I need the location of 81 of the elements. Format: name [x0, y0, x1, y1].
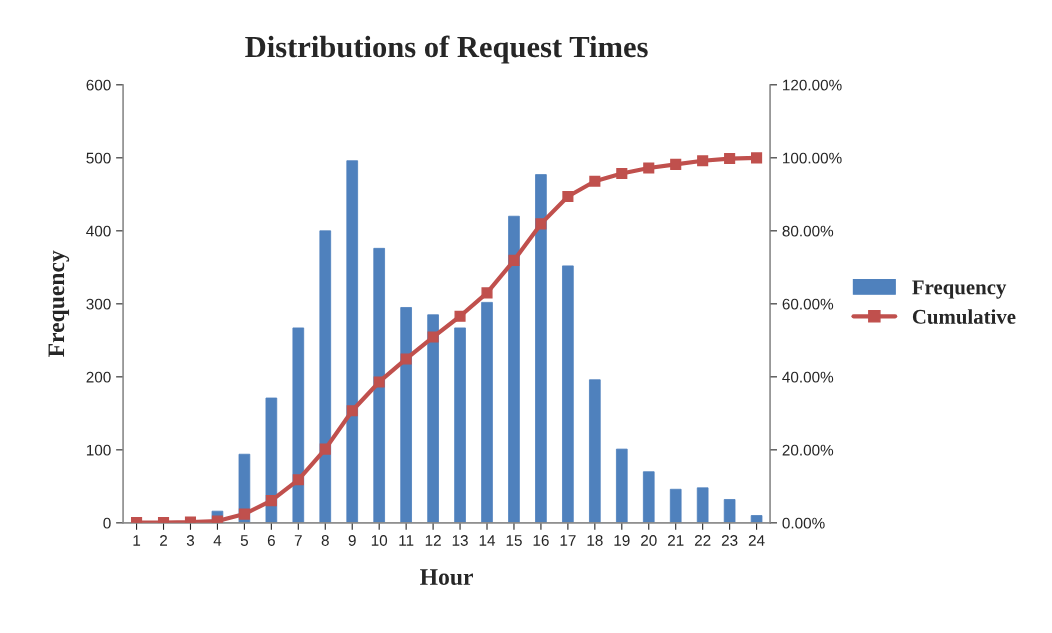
- y2-tick-label: 20.00%: [782, 444, 834, 456]
- x-tick-label: 18: [587, 535, 603, 546]
- x-tick-label: 17: [560, 535, 576, 546]
- y-axis-title: Frequency: [48, 250, 70, 357]
- point: [319, 443, 331, 455]
- x-tick-label: 2: [160, 535, 167, 546]
- x-tick-label: 15: [506, 535, 522, 546]
- point: [616, 167, 628, 180]
- x-tick-label: 5: [240, 535, 248, 546]
- bar: [642, 471, 655, 523]
- point: [481, 287, 493, 299]
- bar: [750, 515, 763, 523]
- bar: [373, 247, 385, 523]
- point: [427, 331, 439, 343]
- x-tick-label: 20: [641, 535, 657, 546]
- y-tick-label: 200: [86, 371, 111, 383]
- x-tick-label: 1: [133, 535, 141, 546]
- point: [697, 155, 709, 167]
- bar: [427, 314, 439, 523]
- x-tick-label: 12: [425, 535, 441, 546]
- x-tick-label: 8: [321, 535, 329, 546]
- y-tick-label: 500: [86, 152, 111, 164]
- x-tick-label: 21: [667, 535, 684, 546]
- point: [265, 495, 277, 507]
- x-tick-label: 10: [371, 535, 388, 546]
- point: [346, 405, 358, 417]
- bar: [723, 499, 736, 523]
- bar: [481, 301, 493, 523]
- bar: [669, 488, 682, 523]
- y-tick-label: 0: [103, 517, 111, 529]
- y2-tick-label: 120.00%: [783, 79, 842, 91]
- point: [751, 152, 763, 164]
- bar: [319, 230, 332, 523]
- point: [400, 353, 412, 365]
- y-tick-label: 400: [86, 225, 111, 237]
- y-tick-label: 600: [86, 79, 111, 91]
- x-tick-label: 13: [452, 535, 468, 546]
- x-tick-label: 14: [479, 535, 496, 546]
- bar: [615, 448, 628, 523]
- point: [562, 190, 574, 203]
- bar: [454, 327, 466, 523]
- point: [670, 158, 682, 170]
- x-tick-label: 9: [348, 535, 356, 546]
- y-tick-label: 100: [86, 444, 111, 456]
- x-tick-label: 22: [694, 535, 711, 546]
- point: [535, 218, 547, 230]
- x-tick-label: 19: [614, 535, 630, 546]
- y-tick-label: 300: [86, 298, 111, 310]
- point: [373, 376, 385, 388]
- point: [643, 162, 655, 174]
- legend-label: Frequency: [912, 280, 1007, 299]
- bar: [696, 487, 709, 523]
- bar: [562, 265, 574, 523]
- chart-title: Distributions of Request Times: [245, 35, 648, 64]
- x-tick-label: 6: [267, 535, 275, 546]
- point: [589, 175, 601, 187]
- bar: [535, 174, 547, 523]
- point: [724, 153, 736, 165]
- bar: [589, 379, 601, 523]
- y2-tick-label: 100.00%: [783, 152, 842, 164]
- point: [454, 310, 466, 322]
- x-tick-label: 11: [399, 535, 414, 546]
- x-tick-label: 3: [186, 535, 195, 546]
- legend-label: Cumulative: [912, 309, 1016, 324]
- point: [508, 254, 520, 266]
- point: [238, 508, 250, 520]
- bar: [400, 307, 412, 523]
- x-tick-label: 7: [294, 535, 302, 546]
- x-axis-title: Hour: [420, 569, 473, 586]
- bar: [346, 160, 359, 523]
- x-tick-label: 23: [721, 535, 738, 546]
- y2-tick-label: 60.00%: [782, 298, 834, 310]
- y2-tick-label: 80.00%: [782, 225, 834, 237]
- bar: [508, 215, 520, 523]
- x-tick-label: 4: [213, 535, 222, 546]
- y2-tick-label: 0.00%: [782, 517, 825, 529]
- point: [292, 474, 304, 486]
- y2-tick-label: 40.00%: [782, 371, 834, 383]
- x-tick-label: 16: [533, 535, 549, 546]
- bar: [292, 327, 305, 523]
- x-tick-label: 24: [748, 535, 765, 546]
